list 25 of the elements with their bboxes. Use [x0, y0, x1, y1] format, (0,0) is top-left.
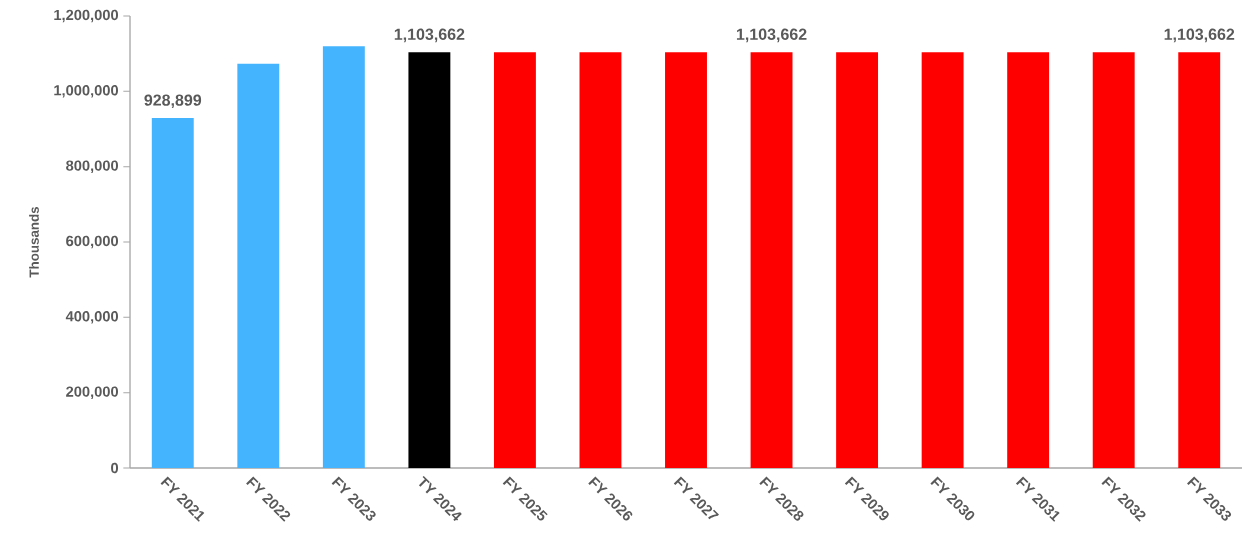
bar [408, 52, 451, 468]
y-tick-label: 1,200,000 [54, 9, 119, 23]
y-tick-label: 400,000 [65, 311, 119, 324]
bar [151, 118, 194, 468]
y-tick-label: 1,000,000 [54, 85, 119, 98]
data-label: 928,899 [144, 94, 202, 109]
bar [322, 46, 365, 468]
data-label: 1,103,662 [394, 28, 465, 43]
y-tick-label: 0 [111, 462, 119, 474]
bar [750, 52, 793, 468]
y-tick-label: 200,000 [66, 386, 119, 399]
data-label: 1,103,662 [1164, 28, 1235, 43]
data-label: 1,103,662 [736, 28, 807, 43]
bar [237, 63, 280, 468]
y-tick-label: 800,000 [66, 160, 119, 173]
bar [493, 52, 536, 468]
bar [921, 52, 964, 468]
bar [1092, 52, 1135, 468]
bar [1178, 52, 1221, 468]
bar [665, 52, 707, 468]
y-tick-label: 600,000 [66, 235, 119, 249]
bar [1007, 52, 1050, 468]
bar [836, 52, 879, 468]
bar [579, 52, 622, 468]
y-axis-title: Thousands [29, 206, 39, 278]
